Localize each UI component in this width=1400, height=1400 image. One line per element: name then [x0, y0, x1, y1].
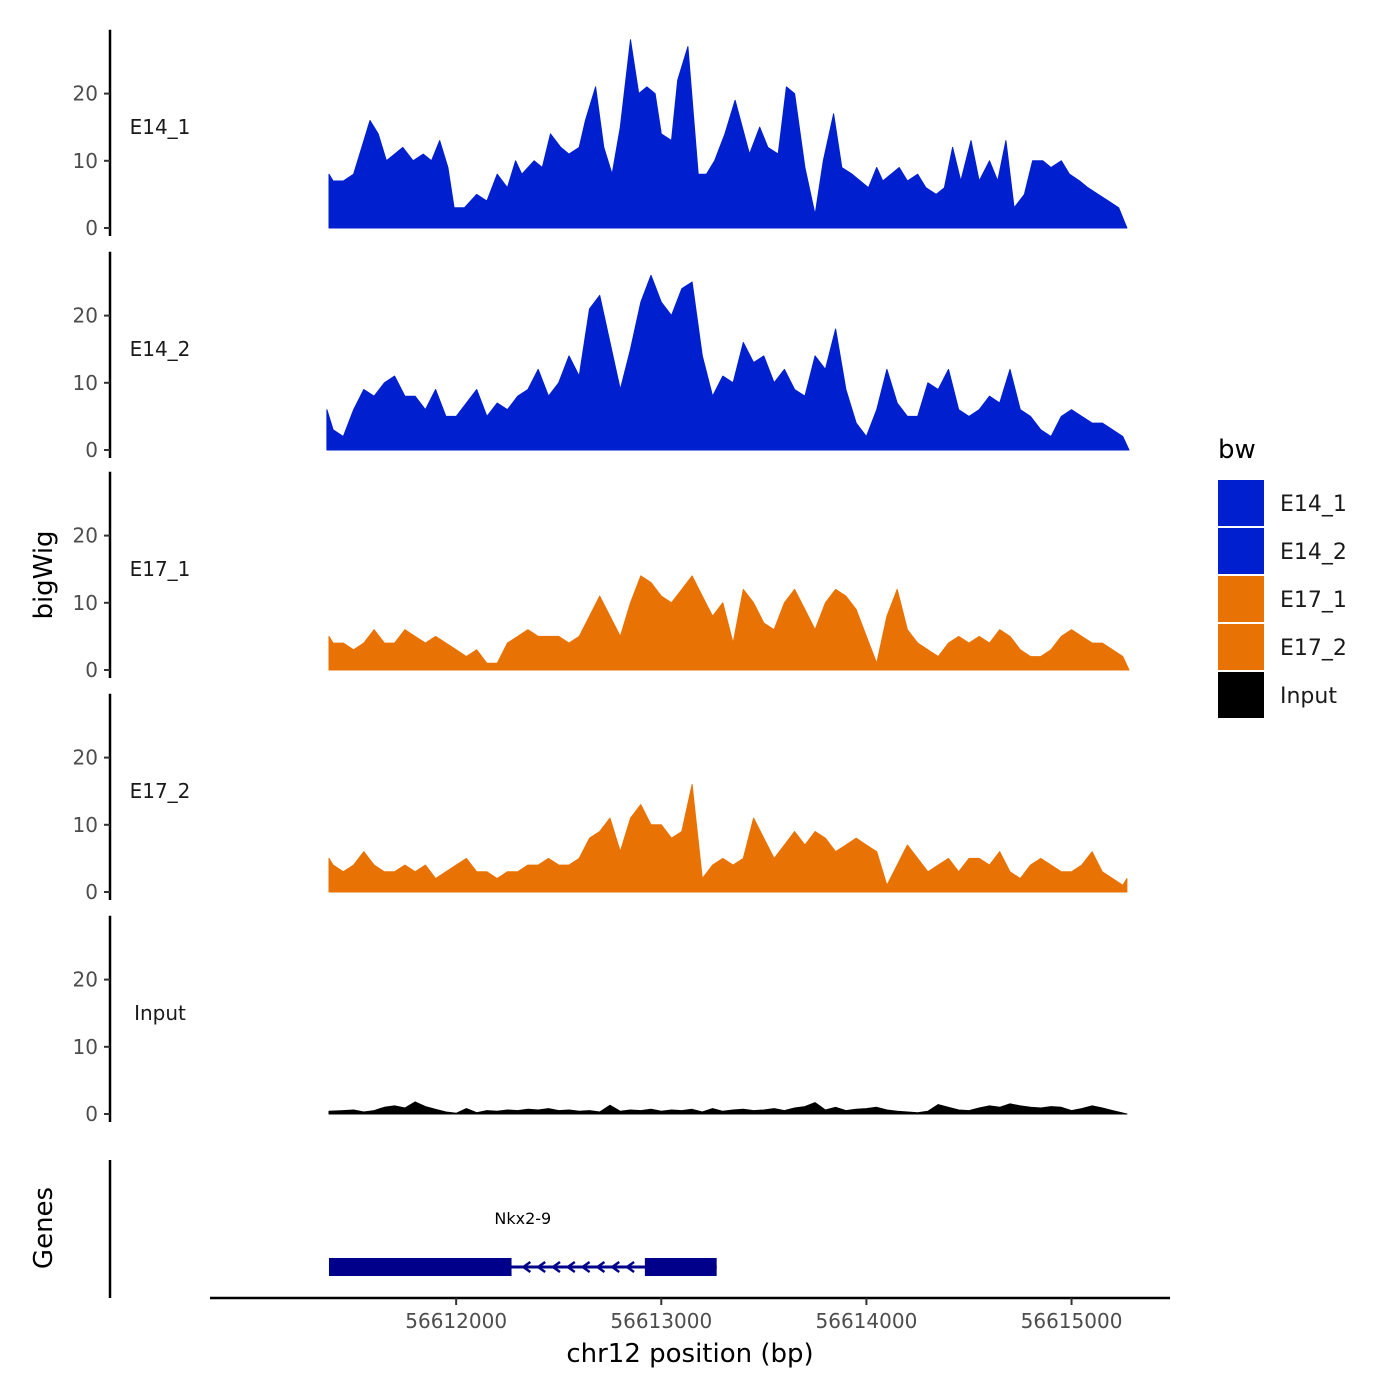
y-tick-label: 0	[85, 438, 98, 462]
y-tick-label: 0	[85, 658, 98, 682]
legend-label: E14_1	[1280, 492, 1347, 517]
gene-exon	[644, 1258, 717, 1276]
legend-item-E17_1: E17_1	[1218, 576, 1347, 622]
strand-arrow	[550, 1260, 561, 1274]
gene-panel: Nkx2-9	[108, 1160, 717, 1298]
y-tick-label: 0	[85, 216, 98, 240]
coverage-area-E14_1	[328, 39, 1128, 229]
strand-arrow	[521, 1260, 532, 1274]
legend-item-Input: Input	[1218, 672, 1337, 718]
strand-arrow	[565, 1260, 576, 1274]
track-E14_1: 0 10 20 E14_1	[73, 29, 1128, 240]
track-label-E17_1: E17_1	[130, 557, 191, 581]
strand-arrow	[536, 1260, 546, 1274]
x-tick-label: 56614000	[816, 1309, 918, 1333]
genes-axis-title: Genes	[29, 1187, 59, 1269]
legend-label: E17_2	[1280, 636, 1347, 661]
track-E17_2: 0 10 20 E17_2	[73, 693, 1128, 904]
legend-label: Input	[1280, 684, 1337, 709]
legend-label: E17_1	[1280, 588, 1347, 613]
coverage-area-E17_2	[328, 784, 1128, 893]
legend-swatch	[1218, 480, 1264, 526]
legend-swatch	[1218, 528, 1264, 574]
gene-label: Nkx2-9	[494, 1209, 551, 1228]
track-label-E17_2: E17_2	[130, 779, 191, 803]
legend-item-E14_2: E14_2	[1218, 528, 1347, 574]
legend-item-E14_1: E14_1	[1218, 480, 1347, 526]
coverage-area-E17_1	[328, 575, 1130, 671]
legend-swatch	[1218, 672, 1264, 718]
y-tick-label: 0	[85, 1102, 98, 1126]
strand-arrow	[610, 1260, 620, 1274]
y-axis-title: bigWig	[29, 530, 59, 619]
legend-item-E17_2: E17_2	[1218, 624, 1347, 670]
gene-exon	[328, 1258, 512, 1276]
y-tick-label: 10	[73, 1035, 98, 1059]
strand-arrow	[580, 1260, 591, 1274]
strand-arrow	[595, 1260, 606, 1274]
y-tick-label: 20	[73, 304, 98, 328]
coverage-area-E14_2	[326, 274, 1130, 451]
y-tick-label: 10	[73, 149, 98, 173]
track-label-E14_1: E14_1	[130, 115, 191, 139]
track-label-Input: Input	[134, 1001, 186, 1025]
legend-swatch	[1218, 624, 1264, 670]
y-tick-label: 10	[73, 371, 98, 395]
coverage-area-Input	[328, 1101, 1128, 1115]
legend-swatch	[1218, 576, 1264, 622]
y-tick-label: 20	[73, 746, 98, 770]
track-Input: 0 10 20 Input	[73, 915, 1128, 1126]
y-tick-label: 10	[73, 591, 98, 615]
legend-label: E14_2	[1280, 540, 1347, 565]
x-tick-label: 56612000	[405, 1309, 507, 1333]
strand-arrow	[624, 1260, 635, 1274]
y-tick-label: 20	[73, 968, 98, 992]
y-tick-label: 0	[85, 880, 98, 904]
track-label-E14_2: E14_2	[130, 337, 191, 361]
legend: bw E14_1 E14_2 E17_1 E17_2 Input	[1218, 435, 1347, 718]
x-axis-title: chr12 position (bp)	[566, 1339, 813, 1369]
legend-title: bw	[1218, 435, 1256, 465]
y-tick-label: 20	[73, 524, 98, 548]
y-tick-label: 20	[73, 82, 98, 106]
track-E14_2: 0 10 20 E14_2	[73, 251, 1130, 462]
track-panels: 0 10 20 E14_1 0 10 20 E14_2 0 10 20 E17_1 0 10 20 E17_2…	[73, 29, 1130, 1126]
x-tick-label: 56615000	[1021, 1309, 1123, 1333]
y-tick-label: 10	[73, 813, 98, 837]
x-tick-label: 56613000	[610, 1309, 712, 1333]
track-E17_1: 0 10 20 E17_1	[73, 471, 1130, 682]
x-axis: 56612000 56613000 56614000 56615000	[210, 1296, 1170, 1333]
